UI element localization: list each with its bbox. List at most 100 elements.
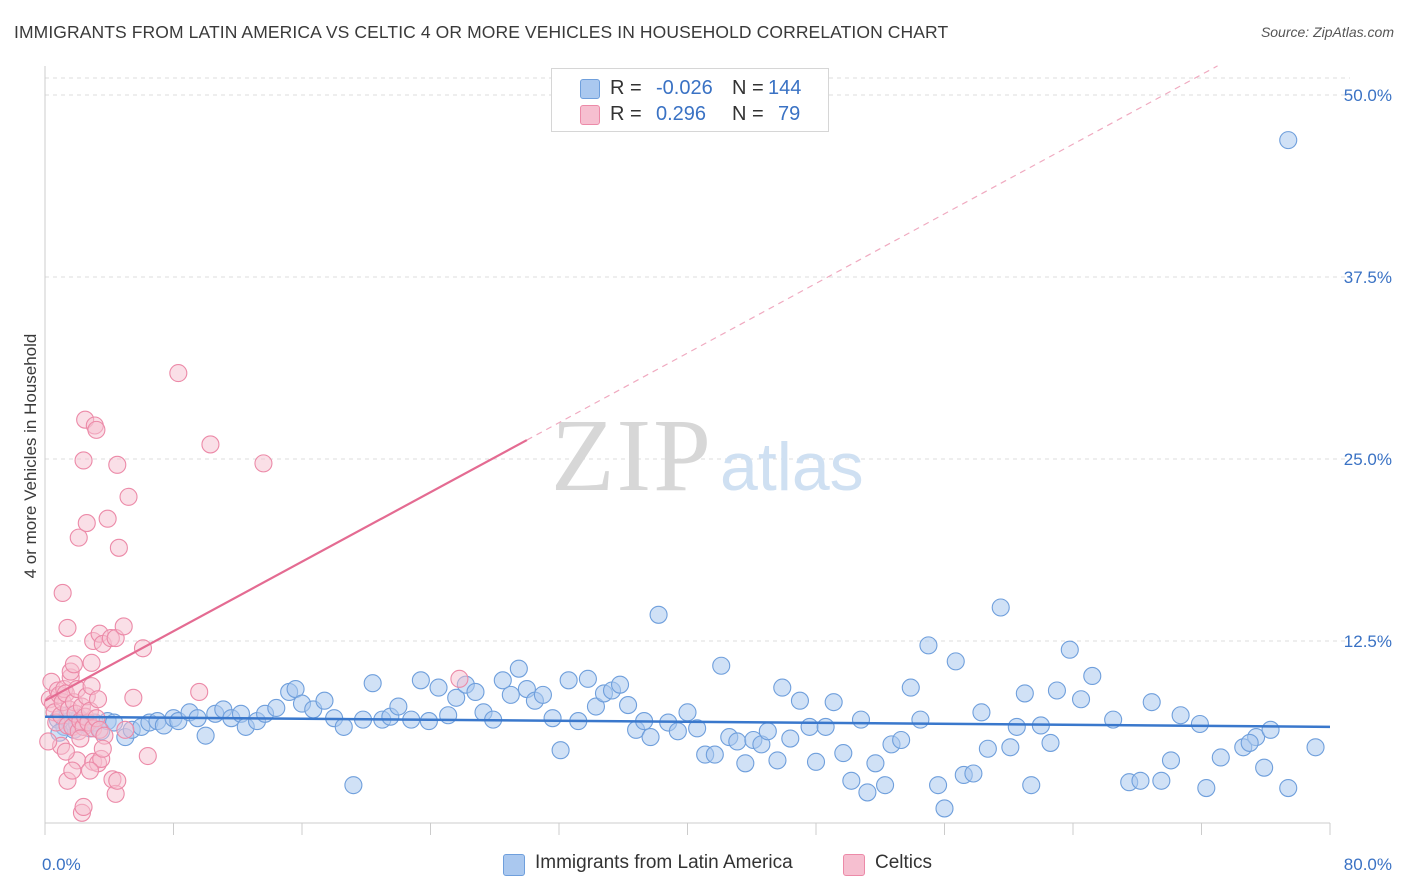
legend-r-value-blue: -0.026	[656, 77, 713, 99]
point-latin-america-21	[196, 726, 215, 745]
legend-n-value-pink: 79	[778, 103, 801, 125]
point-latin-america-54	[501, 685, 520, 704]
trendline-celtics	[44, 439, 528, 702]
legend-n-value-blue: 144	[768, 77, 802, 99]
point-celtics-44	[98, 509, 117, 528]
point-latin-america-119	[1047, 681, 1066, 700]
point-celtics-70	[108, 771, 127, 790]
y-tick-label-0: 12.5%	[1344, 632, 1392, 651]
legend-swatch-pink	[580, 105, 600, 125]
point-celtics-54	[190, 682, 209, 702]
point-latin-america-85	[758, 722, 777, 741]
point-latin-america-96	[851, 710, 871, 729]
point-latin-america-78	[705, 745, 724, 764]
point-latin-america-98	[866, 754, 885, 773]
point-celtics-58	[108, 455, 127, 474]
point-celtics-59	[88, 690, 108, 709]
point-celtics-57	[450, 669, 469, 688]
point-latin-america-91	[806, 752, 826, 771]
point-latin-america-132	[1211, 748, 1230, 767]
point-latin-america-114	[1007, 717, 1026, 736]
point-latin-america-72	[649, 605, 668, 624]
point-celtics-77	[93, 739, 112, 758]
point-latin-america-42	[389, 697, 408, 716]
bottom-legend-label-pink: Celtics	[875, 852, 933, 873]
point-latin-america-46	[429, 678, 448, 697]
point-celtics-64	[74, 797, 93, 817]
point-latin-america-93	[824, 693, 843, 712]
point-celtics-34	[69, 528, 88, 547]
point-celtics-62	[63, 761, 82, 780]
point-latin-america-82	[736, 754, 755, 773]
correlation-legend: R = -0.026 N = 144 R = 0.296 N = 79	[551, 68, 829, 132]
point-latin-america-44	[411, 671, 430, 690]
point-latin-america-94	[834, 744, 853, 763]
point-latin-america-115	[1015, 684, 1034, 703]
point-latin-america-61	[559, 671, 578, 690]
point-latin-america-59	[543, 709, 562, 728]
point-latin-america-87	[773, 678, 792, 697]
bottom-legend-label-blue: Immigrants from Latin America	[535, 852, 793, 873]
point-latin-america-106	[935, 799, 954, 818]
grid-lines	[45, 77, 1350, 642]
point-latin-america-102	[901, 678, 920, 697]
point-latin-america-71	[641, 728, 660, 747]
point-latin-america-122	[1083, 666, 1102, 685]
point-latin-america-29	[267, 698, 286, 718]
x-tick-label-max: 80.0%	[1344, 855, 1392, 874]
point-latin-america-110	[972, 703, 991, 722]
point-latin-america-45	[419, 712, 438, 731]
point-latin-america-88	[781, 729, 800, 748]
point-celtics-33	[64, 655, 83, 674]
trend-lines	[44, 65, 1331, 729]
point-latin-america-90	[800, 717, 819, 736]
legend-n-label: N =	[732, 77, 764, 99]
point-latin-america-118	[1041, 733, 1060, 752]
point-latin-america-116	[1022, 776, 1041, 795]
chart-source: Source: ZipAtlas.com	[1260, 24, 1394, 40]
point-latin-america-74	[668, 722, 687, 741]
point-latin-america-139	[1240, 733, 1259, 752]
point-latin-america-128	[1161, 751, 1181, 770]
point-latin-america-95	[842, 771, 861, 790]
series-celtics	[39, 364, 469, 822]
point-latin-america-79	[712, 656, 731, 675]
point-latin-america-53	[493, 671, 512, 690]
point-latin-america-105	[929, 776, 948, 795]
point-latin-america-101	[892, 730, 911, 750]
point-latin-america-97	[858, 783, 877, 802]
trendline-celtics-extension	[526, 65, 1218, 441]
point-latin-america-60	[551, 741, 570, 760]
point-latin-america-63	[578, 669, 597, 688]
point-latin-america-64	[586, 697, 605, 716]
bottom-legend-swatch-blue	[503, 854, 525, 876]
point-celtics-75	[39, 732, 58, 751]
point-celtics-49	[119, 487, 138, 506]
point-latin-america-92	[816, 717, 835, 736]
point-latin-america-127	[1152, 771, 1171, 790]
y-tick-label-3: 50.0%	[1344, 86, 1392, 105]
point-latin-america-50	[466, 682, 485, 702]
point-latin-america-120	[1060, 640, 1079, 659]
point-latin-america-143	[1279, 131, 1298, 150]
point-celtics-78	[56, 742, 75, 761]
point-latin-america-113	[1001, 738, 1020, 757]
point-latin-america-109	[964, 764, 983, 783]
trendline-latin-america	[44, 715, 1331, 729]
point-latin-america-99	[876, 776, 895, 795]
point-latin-america-107	[946, 652, 965, 671]
y-axis-label: 4 or more Vehicles in Household	[21, 334, 40, 579]
point-latin-america-136	[1279, 779, 1298, 798]
watermark-zip: ZIP	[551, 398, 713, 513]
point-latin-america-123	[1104, 710, 1123, 729]
point-celtics-48	[114, 617, 133, 636]
point-latin-america-138	[1261, 720, 1280, 739]
point-celtics-71	[116, 720, 135, 739]
point-latin-america-125	[1131, 771, 1150, 790]
point-latin-america-104	[919, 636, 938, 655]
point-celtics-76	[80, 761, 100, 780]
point-latin-america-121	[1071, 690, 1091, 709]
point-latin-america-130	[1190, 714, 1209, 734]
point-latin-america-76	[688, 719, 707, 738]
legend-r-label: R =	[610, 103, 642, 125]
